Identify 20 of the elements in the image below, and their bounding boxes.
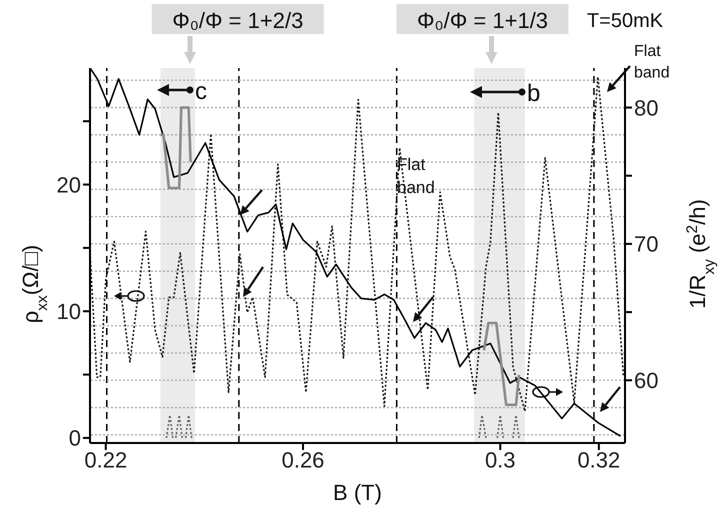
line-series [482, 322, 520, 406]
band-label: Φ₀/Φ = 1+2/3 [172, 8, 304, 33]
annotation: Flat band [397, 155, 435, 197]
y2-tick-label: 70 [634, 232, 658, 257]
y-tick-label: 20 [56, 172, 81, 198]
y2-tick-label: 60 [634, 368, 658, 394]
annotation: c [195, 78, 207, 105]
x-axis-title: B (T) [333, 480, 382, 505]
text: T=50mK [586, 10, 664, 32]
annotation: b [527, 80, 540, 107]
x-tick-label: 0.3 [484, 448, 516, 473]
y-tick-label: 10 [56, 299, 81, 324]
x-tick-label: 0.32 [577, 448, 620, 473]
y2-tick-label: 80 [634, 95, 658, 120]
text: Flat band [634, 43, 670, 82]
y-tick-label: 0 [68, 426, 81, 451]
x-tick-label: 0.26 [282, 448, 324, 473]
x-tick-label: 0.22 [84, 448, 128, 473]
band-label: Φ₀/Φ = 1+1/3 [416, 8, 548, 33]
line-series [159, 106, 192, 190]
